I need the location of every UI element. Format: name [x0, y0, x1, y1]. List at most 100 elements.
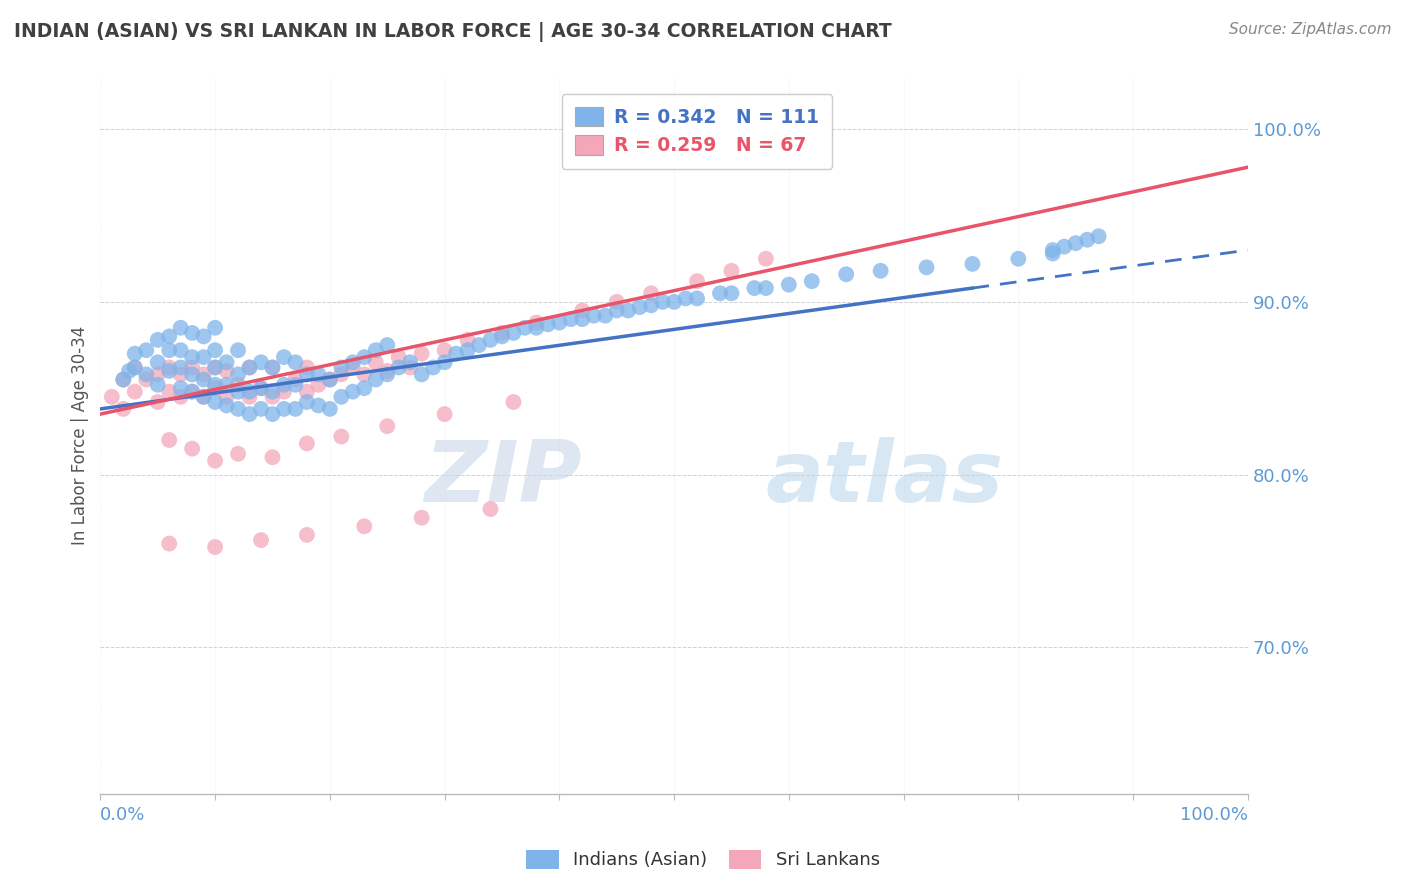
Point [204, 381, 226, 395]
Point [330, 429, 353, 443]
Point [226, 377, 249, 392]
Legend: Indians (Asian), Sri Lankans: Indians (Asian), Sri Lankans [517, 841, 889, 879]
Point [295, 360, 318, 375]
Point [226, 447, 249, 461]
Point [181, 326, 204, 340]
Point [238, 390, 260, 404]
Point [433, 407, 456, 421]
Point [273, 350, 295, 364]
Point [375, 368, 398, 382]
Point [755, 281, 778, 295]
Point [226, 343, 249, 358]
Point [146, 368, 169, 382]
Point [342, 355, 364, 369]
Point [364, 373, 387, 387]
Point [262, 360, 284, 375]
Point [170, 368, 193, 382]
Point [215, 390, 238, 404]
Point [181, 384, 204, 399]
Point [193, 390, 215, 404]
Point [526, 320, 548, 334]
Point [215, 399, 238, 413]
Point [226, 368, 249, 382]
Point [457, 333, 479, 347]
Text: 100.0%: 100.0% [1180, 806, 1249, 824]
Point [606, 303, 628, 318]
Text: Source: ZipAtlas.com: Source: ZipAtlas.com [1229, 22, 1392, 37]
Point [411, 368, 433, 382]
Point [238, 384, 260, 399]
Point [226, 401, 249, 416]
Point [364, 355, 387, 369]
Point [273, 401, 295, 416]
Point [215, 364, 238, 378]
Point [353, 381, 375, 395]
Point [915, 260, 938, 275]
Point [262, 384, 284, 399]
Point [548, 316, 571, 330]
Point [284, 355, 307, 369]
Point [353, 350, 375, 364]
Point [204, 395, 226, 409]
Point [157, 329, 180, 343]
Point [962, 257, 984, 271]
Point [720, 264, 742, 278]
Point [319, 401, 342, 416]
Point [593, 309, 616, 323]
Point [502, 326, 524, 340]
Point [1007, 252, 1029, 266]
Point [537, 318, 560, 332]
Point [330, 360, 353, 375]
Point [651, 294, 673, 309]
Point [582, 309, 605, 323]
Point [295, 436, 318, 450]
Point [250, 355, 273, 369]
Point [262, 407, 284, 421]
Point [157, 343, 180, 358]
Point [342, 384, 364, 399]
Point [686, 292, 709, 306]
Point [181, 360, 204, 375]
Point [330, 368, 353, 382]
Point [181, 368, 204, 382]
Point [204, 360, 226, 375]
Point [468, 338, 491, 352]
Point [755, 252, 778, 266]
Point [204, 360, 226, 375]
Point [307, 377, 329, 392]
Point [709, 286, 731, 301]
Point [284, 377, 307, 392]
Point [295, 384, 318, 399]
Point [262, 390, 284, 404]
Point [744, 281, 766, 295]
Point [295, 368, 318, 382]
Point [444, 346, 467, 360]
Point [353, 519, 375, 533]
Point [101, 390, 124, 404]
Point [112, 373, 135, 387]
Point [284, 401, 307, 416]
Point [375, 364, 398, 378]
Point [560, 312, 582, 326]
Point [146, 333, 169, 347]
Point [146, 395, 169, 409]
Point [491, 329, 513, 343]
Point [204, 377, 226, 392]
Point [170, 390, 193, 404]
Point [433, 355, 456, 369]
Point [479, 502, 502, 516]
Legend: R = 0.342   N = 111, R = 0.259   N = 67: R = 0.342 N = 111, R = 0.259 N = 67 [562, 94, 832, 169]
Point [307, 399, 329, 413]
Point [640, 286, 662, 301]
Point [193, 350, 215, 364]
Point [215, 377, 238, 392]
Point [250, 533, 273, 548]
Point [1064, 236, 1087, 251]
Point [513, 320, 536, 334]
Text: atlas: atlas [766, 437, 1004, 520]
Point [124, 360, 146, 375]
Point [1053, 239, 1076, 253]
Y-axis label: In Labor Force | Age 30-34: In Labor Force | Age 30-34 [72, 326, 89, 545]
Point [262, 360, 284, 375]
Point [157, 364, 180, 378]
